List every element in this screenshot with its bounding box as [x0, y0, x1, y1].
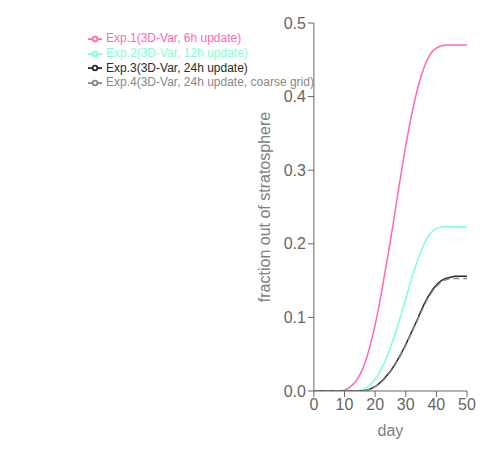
html-text:Exp.4(3D-Var, 24h update, coar: Exp.4(3D-Var, 24h update, coarse grid) — [106, 75, 314, 90]
svg-text:0.0: 0.0 — [284, 383, 306, 400]
svg-text:0.3: 0.3 — [284, 162, 306, 179]
html-text:Exp.2(3D-Var, 12h update): Exp.2(3D-Var, 12h update) — [106, 45, 248, 60]
svg-text:day: day — [378, 422, 404, 439]
svg-text:0.4: 0.4 — [284, 88, 306, 105]
svg-text:0.2: 0.2 — [284, 235, 306, 252]
html-text:Exp.1(3D-Var, 6h update): Exp.1(3D-Var, 6h update) — [106, 31, 242, 45]
svg-text:20: 20 — [366, 396, 384, 413]
svg-text:fraction out of stratosphere: fraction out of stratosphere — [256, 112, 273, 302]
svg-text:0.1: 0.1 — [284, 309, 306, 326]
svg-text:30: 30 — [397, 396, 415, 413]
html-text:Exp.3(3D-Var, 24h update): Exp.3(3D-Var, 24h update) — [106, 60, 248, 75]
svg-text:10: 10 — [336, 396, 354, 413]
svg-text:0: 0 — [309, 396, 318, 413]
svg-text:0.5: 0.5 — [284, 15, 306, 32]
svg-text:50: 50 — [458, 396, 476, 413]
svg-text:40: 40 — [427, 396, 445, 413]
